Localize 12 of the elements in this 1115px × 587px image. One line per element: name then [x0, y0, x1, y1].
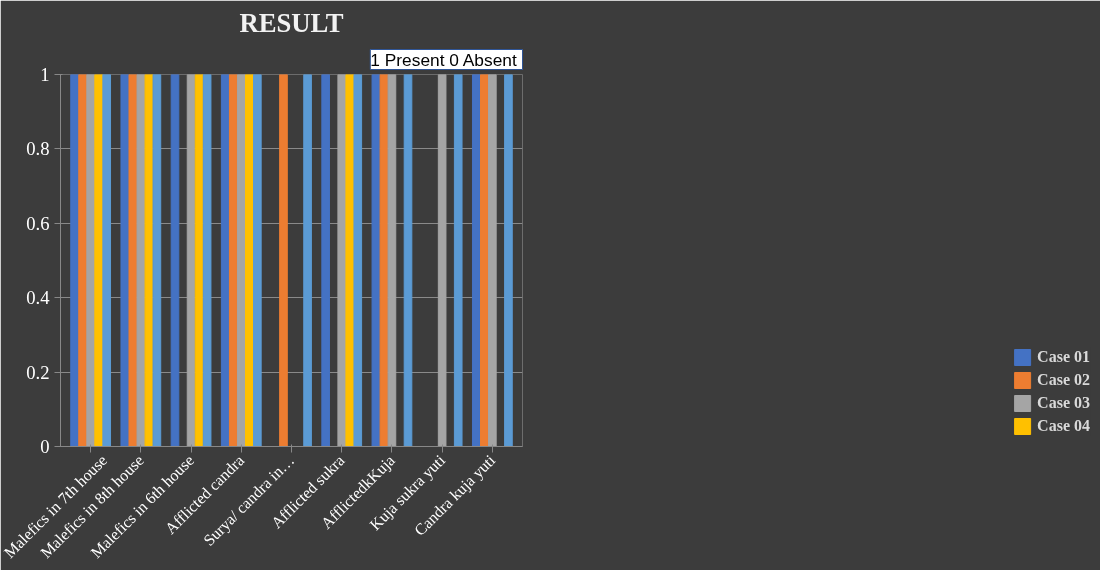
text: 1 Present 0 Absent	[370, 49, 517, 70]
y-tick-label: 0.4	[26, 287, 51, 309]
legend-label: Case 01	[1037, 348, 1090, 366]
chart-title: RESULT	[239, 7, 344, 38]
legend-label: Case 04	[1037, 417, 1090, 435]
legend-label: Case 02	[1037, 371, 1090, 389]
y-tick-label: 0.6	[26, 212, 50, 234]
y-tick-label: 1	[40, 64, 50, 85]
y-tick-label: 0.2	[26, 361, 50, 383]
legend-label: Case 03	[1037, 394, 1090, 412]
y-tick-label: 0.8	[26, 138, 50, 160]
y-tick-label: 0	[40, 436, 50, 457]
